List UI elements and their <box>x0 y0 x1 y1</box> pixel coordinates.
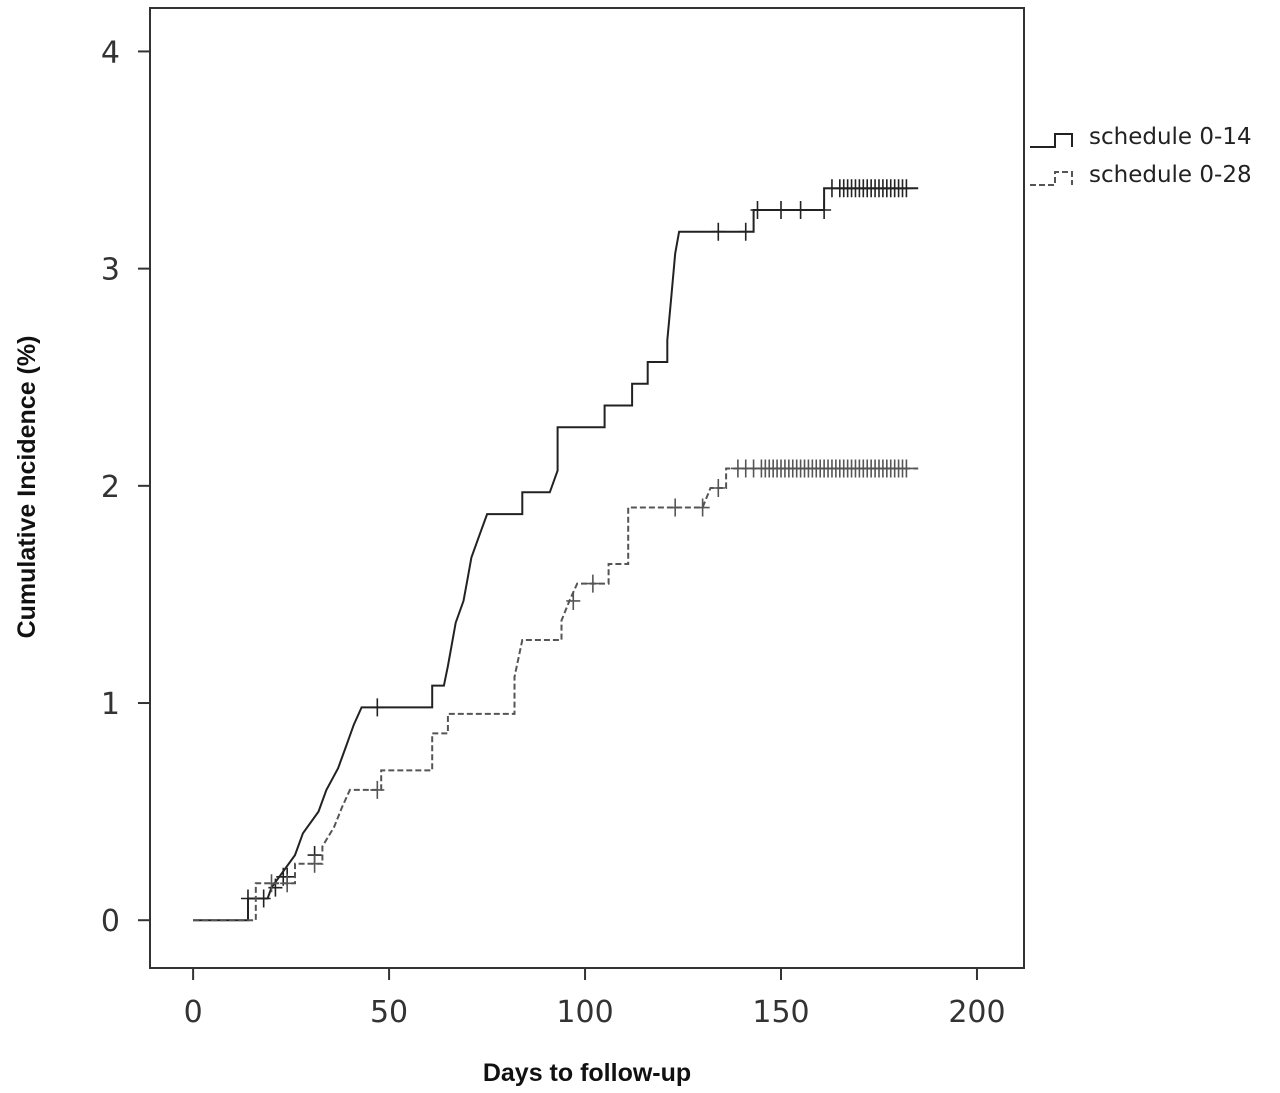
censor-mark <box>268 878 283 897</box>
legend-symbol <box>1030 171 1073 186</box>
legend: schedule 0-14 schedule 0-28 <box>1030 124 1252 188</box>
censor-mark <box>370 780 385 799</box>
censor-mark <box>899 179 914 198</box>
x-axis: 0 50 100 150 200 <box>184 968 1006 1030</box>
x-tick-label: 150 <box>752 995 809 1030</box>
y-tick-label: 0 <box>101 904 120 939</box>
censor-mark <box>711 222 726 241</box>
censor-mark <box>585 574 600 593</box>
censor-mark <box>256 889 271 908</box>
censor-mark <box>899 459 914 478</box>
x-tick-label: 200 <box>948 995 1005 1030</box>
series-line-schedule-0-28 <box>193 467 919 922</box>
y-tick-label: 3 <box>101 253 120 288</box>
censor-mark <box>370 698 385 717</box>
censor-mark <box>280 874 295 893</box>
x-tick-label: 0 <box>184 995 203 1030</box>
series-line-schedule-0-14 <box>193 187 919 922</box>
series-schedule-0-28 <box>193 459 919 922</box>
censor-mark <box>817 200 832 219</box>
censor-mark <box>793 200 808 219</box>
censor-mark <box>264 874 279 893</box>
x-tick-label: 100 <box>556 995 613 1030</box>
censor-mark <box>668 498 683 517</box>
series-layer <box>193 179 919 922</box>
y-axis-title: Cumulative Incidence (%) <box>13 336 41 639</box>
y-tick-label: 4 <box>101 35 120 70</box>
plot-frame <box>149 7 1025 969</box>
legend-label: schedule 0-14 <box>1089 124 1252 150</box>
censor-mark <box>750 200 765 219</box>
legend-label: schedule 0-28 <box>1089 162 1252 188</box>
series-schedule-0-14 <box>193 179 919 922</box>
censor-mark <box>774 200 789 219</box>
legend-symbol <box>1030 133 1073 148</box>
x-axis-title: Days to follow-up <box>483 1059 691 1087</box>
censor-mark <box>738 222 753 241</box>
y-axis: 0 1 2 3 4 <box>101 35 150 939</box>
x-tick-label: 50 <box>370 995 408 1030</box>
y-tick-label: 2 <box>101 470 120 505</box>
censor-mark <box>711 479 726 497</box>
censor-mark <box>566 591 581 610</box>
y-tick-label: 1 <box>101 687 120 722</box>
censor-mark <box>695 498 710 517</box>
censor-mark <box>307 854 322 873</box>
censor-mark <box>240 889 255 908</box>
